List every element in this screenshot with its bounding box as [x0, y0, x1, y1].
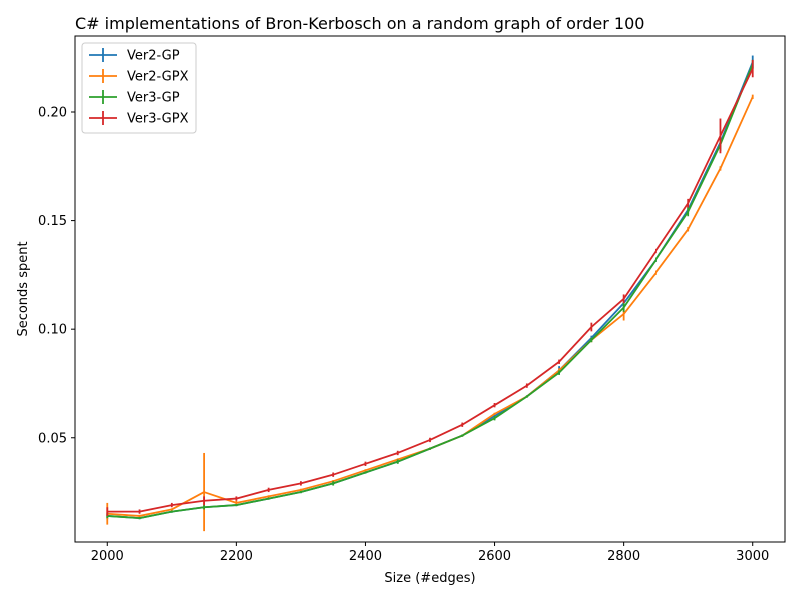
- legend: Ver2-GP Ver2-GPX Ver3-GP Ver3-GPX: [81, 42, 197, 134]
- series-line-ver3-gpx: [107, 68, 754, 513]
- legend-label: Ver3-GPX: [127, 112, 189, 127]
- legend-label: Ver2-GP: [127, 49, 180, 64]
- series-ver2-gpx: [106, 94, 754, 532]
- legend-label: Ver3-GP: [127, 91, 180, 106]
- plot-frame: [74, 35, 786, 543]
- x-tick-label: 2600: [478, 549, 511, 564]
- legend-box: [81, 42, 197, 134]
- series-line-ver3-gp: [107, 63, 754, 520]
- y-axis-label: Seconds spent: [16, 241, 31, 336]
- x-tick-label: 2000: [91, 549, 124, 564]
- legend-label: Ver2-GPX: [127, 70, 189, 85]
- x-tick-label: 2200: [220, 549, 253, 564]
- y-tick-label: 0.10: [38, 323, 67, 338]
- legend-item-ver2-gp: Ver2-GP: [89, 48, 180, 64]
- chart-title: C# implementations of Bron-Kerbosch on a…: [75, 14, 644, 33]
- legend-item-ver3-gpx: Ver3-GPX: [89, 111, 189, 127]
- y-tick-label: 0.20: [38, 106, 67, 121]
- y-tick-label: 0.15: [38, 214, 67, 229]
- x-tick-label: 2800: [607, 549, 640, 564]
- x-tick-label: 2400: [349, 549, 382, 564]
- y-tick-label: 0.05: [38, 431, 67, 446]
- legend-item-ver3-gp: Ver3-GP: [89, 90, 180, 106]
- x-tick-label: 3000: [736, 549, 769, 564]
- plot-series-group: [106, 55, 754, 532]
- x-axis-ticks: 2000 2200 2400 2600 2800 3000: [91, 542, 769, 564]
- y-axis-ticks: 0.05 0.10 0.15 0.20: [38, 106, 75, 446]
- legend-item-ver2-gpx: Ver2-GPX: [89, 69, 189, 85]
- series-ver3-gp: [106, 59, 754, 520]
- x-axis-label: Size (#edges): [384, 571, 475, 586]
- series-ver3-gpx: [106, 59, 754, 516]
